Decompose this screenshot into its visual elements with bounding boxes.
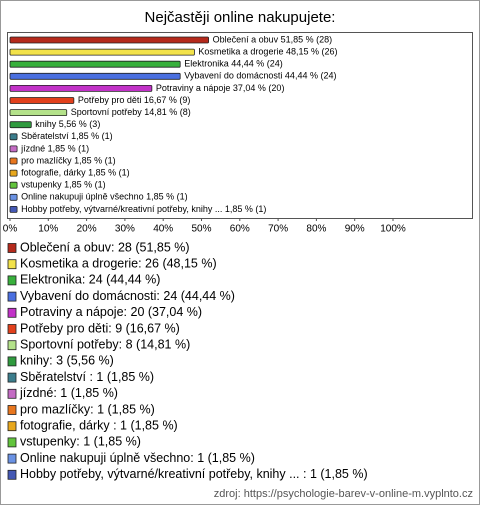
legend-swatch [7,259,17,270]
bar [9,109,68,116]
data-label: Elektronika 44,44 % (24) [184,59,283,69]
x-tick-label: 100% [380,224,406,235]
legend-label: Kosmetika a drogerie: 26 (48,15 %) [20,256,217,270]
legend-label: Vybavení do domácnosti: 24 (44,44 %) [20,289,235,303]
bar [9,85,153,92]
data-label: Kosmetika a drogerie 48,15 % (26) [198,46,337,56]
source: zdroj: https://psychologie-barev-v-onlin… [214,488,473,500]
data-label: vstupenky 1,85 % (1) [21,180,106,190]
legend-swatch [7,275,17,286]
x-tick-label: 20% [77,224,97,235]
legend-swatch [7,340,17,351]
bar [9,169,18,177]
legend-label: jízdné: 1 (1,85 %) [19,386,118,400]
x-tick-label: 70% [268,224,288,235]
legend-label: vstupenky: 1 (1,85 %) [20,435,141,449]
bar [9,133,18,141]
legend-label: fotografie, dárky : 1 (1,85 %) [20,418,178,432]
legend-swatch [7,307,17,318]
data-label: Sportovní potřeby 14,81 % (8) [71,107,191,117]
data-label: knihy 5,56 % (3) [35,119,100,129]
data-label: Sběratelství 1,85 % (1) [21,131,113,141]
data-label: jízdné 1,85 % (1) [20,143,89,153]
legend-label: pro mazlíčky: 1 (1,85 %) [20,402,155,416]
legend-swatch [7,356,17,367]
bar [9,72,181,80]
legend-swatch [7,388,17,399]
x-tick-label: 0% [3,224,18,235]
x-tick-label: 90% [345,224,365,235]
legend-swatch [7,372,17,383]
legend-swatch [7,324,17,334]
legend-label: Online nakupuji úplně všechno: 1 (1,85 %… [20,451,255,465]
legend-label: knihy: 3 (5,56 %) [20,354,114,368]
chart-title: Nejčastěji online nakupujete: [145,9,336,26]
bar [9,181,18,189]
legend-swatch [7,405,17,415]
x-tick-label: 10% [38,224,58,235]
legend-swatch [7,243,17,253]
x-tick-label: 40% [153,224,173,235]
data-label: pro mazlíčky 1,85 % (1) [21,155,116,165]
x-tick-label: 30% [115,224,135,235]
data-label: Online nakupuji úplně všechno 1,85 % (1) [21,192,188,202]
legend-label: Oblečení a obuv: 28 (51,85 %) [20,240,190,254]
bar [9,60,181,68]
legend-swatch [7,291,17,302]
data-label: Vybavení do domácnosti 44,44 % (24) [184,71,336,81]
legend-label: Hobby potřeby, výtvarné/kreativní potřeb… [20,467,368,481]
legend-swatch [7,469,17,480]
bar [9,121,32,129]
bar [9,97,75,104]
legend-swatch [7,437,17,448]
x-tick-label: 60% [230,224,250,235]
bar [9,48,195,56]
data-label: Oblečení a obuv 51,85 % (28) [213,34,333,44]
legend-label: Potraviny a nápoje: 20 (37,04 %) [20,305,202,319]
data-label: Hobby potřeby, výtvarné/kreativní potřeb… [21,204,266,214]
bar [9,193,18,201]
legend-swatch [7,421,17,432]
bar [9,36,209,44]
data-label: Potraviny a nápoje 37,04 % (20) [156,83,285,93]
bar [9,157,18,165]
x-tick-label: 50% [191,224,211,235]
data-label: fotografie, dárky 1,85 % (1) [21,167,130,177]
x-tick-label: 80% [306,224,326,235]
legend-label: Elektronika: 24 (44,44 %) [20,273,160,287]
bar [9,205,18,213]
legend-swatch [7,453,17,464]
data-label: Potřeby pro děti 16,67 % (9) [78,95,191,105]
bar [9,145,18,153]
legend-label: Potřeby pro děti: 9 (16,67 %) [20,321,180,335]
legend-label: Sportovní potřeby: 8 (14,81 %) [20,337,190,351]
legend-label: Sběratelství : 1 (1,85 %) [20,370,154,384]
